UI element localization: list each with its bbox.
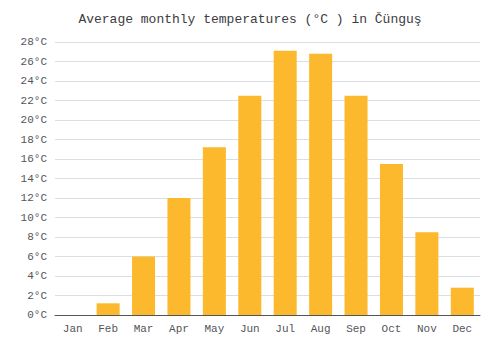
svg-text:Jan: Jan [63, 323, 83, 335]
svg-text:Aug: Aug [311, 323, 331, 335]
svg-text:Average monthly temperatures (: Average monthly temperatures (°C ) in Čü… [78, 12, 421, 27]
svg-text:May: May [204, 323, 224, 335]
svg-text:6°C: 6°C [27, 251, 47, 263]
svg-text:16°C: 16°C [21, 153, 48, 165]
svg-text:12°C: 12°C [21, 192, 48, 204]
svg-text:22°C: 22°C [21, 95, 48, 107]
svg-text:Dec: Dec [452, 323, 472, 335]
svg-text:Feb: Feb [98, 323, 118, 335]
svg-text:2°C: 2°C [27, 290, 47, 302]
svg-text:14°C: 14°C [21, 173, 48, 185]
svg-text:18°C: 18°C [21, 134, 48, 146]
svg-text:28°C: 28°C [21, 36, 48, 48]
svg-text:24°C: 24°C [21, 75, 48, 87]
svg-text:Nov: Nov [417, 323, 437, 335]
svg-text:Sep: Sep [346, 323, 366, 335]
svg-text:20°C: 20°C [21, 114, 48, 126]
svg-text:Jul: Jul [275, 323, 295, 335]
svg-text:4°C: 4°C [27, 270, 47, 282]
svg-text:26°C: 26°C [21, 56, 48, 68]
svg-text:Oct: Oct [382, 323, 402, 335]
svg-text:Apr: Apr [169, 323, 189, 335]
svg-text:0°C: 0°C [27, 309, 47, 321]
svg-text:Jun: Jun [240, 323, 260, 335]
svg-text:Mar: Mar [134, 323, 154, 335]
svg-text:8°C: 8°C [27, 231, 47, 243]
svg-text:10°C: 10°C [21, 212, 48, 224]
